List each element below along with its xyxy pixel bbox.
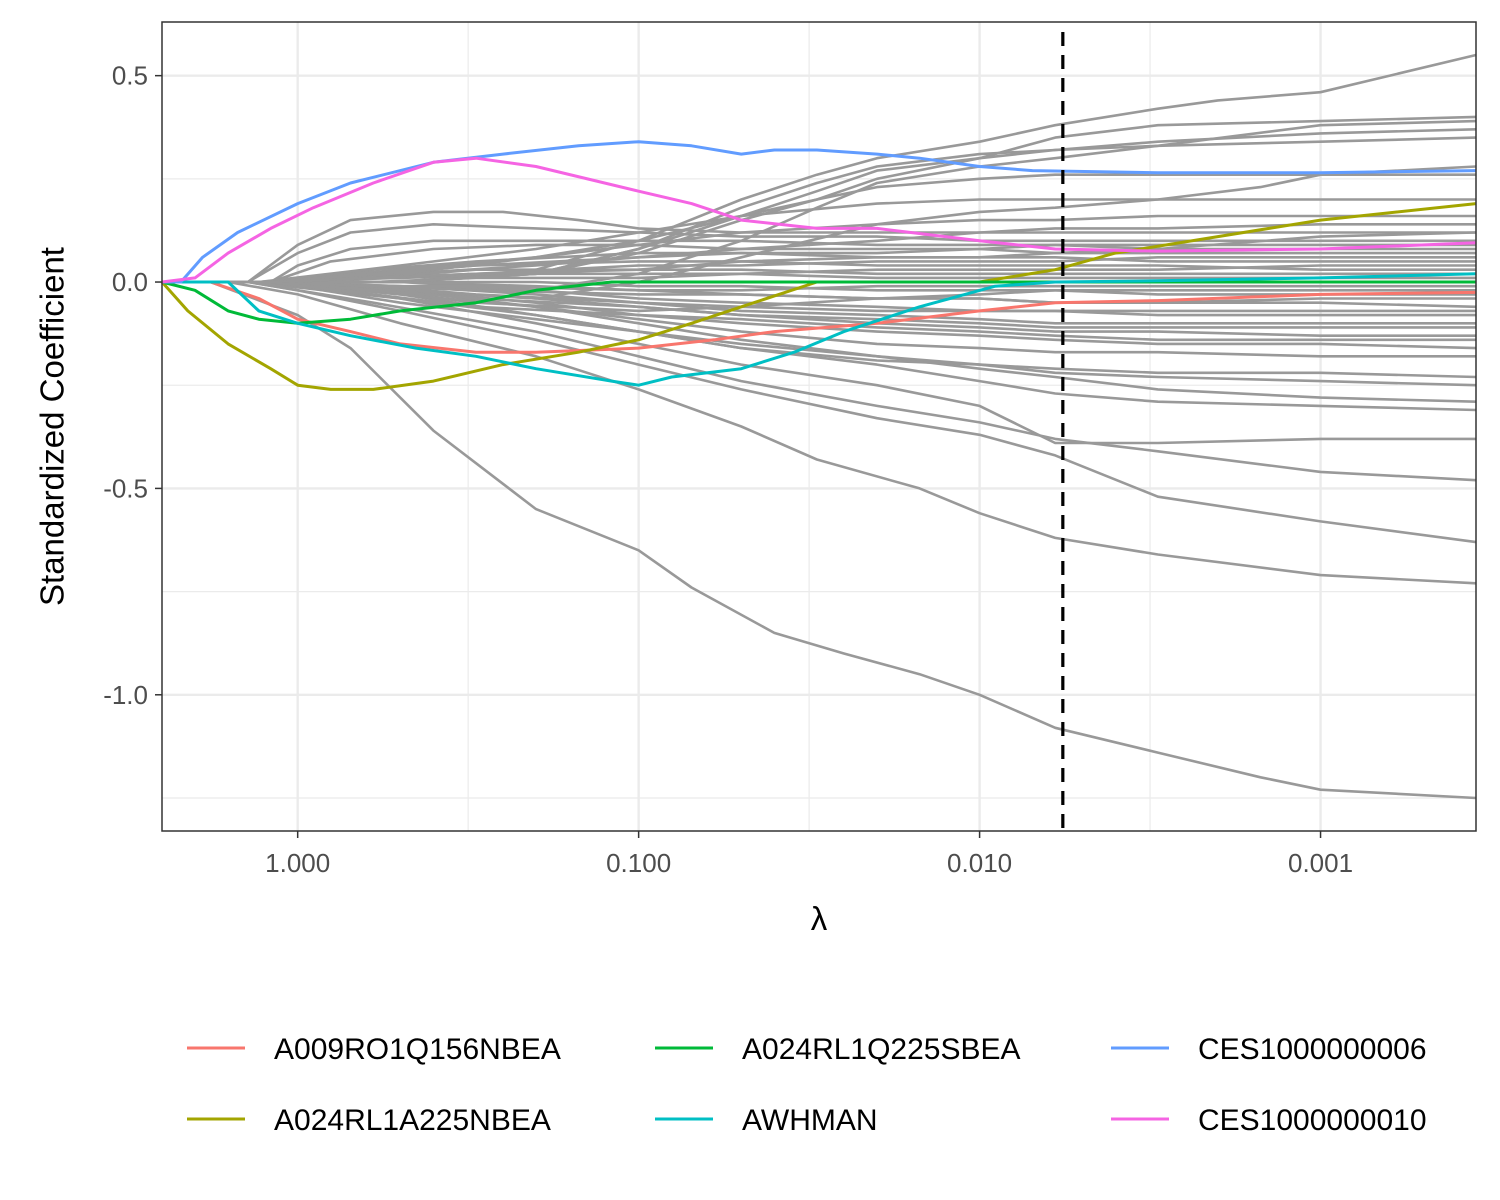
- background-path-line: [162, 243, 1476, 284]
- background-path-line: [162, 280, 1477, 800]
- x-tick-label: 0.010: [947, 848, 1012, 878]
- y-tick-label: -0.5: [103, 473, 148, 503]
- y-tick-label: 0.5: [112, 61, 148, 91]
- y-tick-label: -1.0: [103, 680, 148, 710]
- x-tick-label: 0.001: [1288, 848, 1353, 878]
- series-line-ces1000000006: [162, 140, 1477, 284]
- background-path-line: [162, 280, 1477, 585]
- background-path-line: [162, 223, 1476, 284]
- background-path-line: [162, 231, 1477, 284]
- background-path-line: [162, 165, 1477, 300]
- legend-label: CES1000000010: [1198, 1104, 1427, 1137]
- background-path-line: [162, 280, 1476, 329]
- highlighted-coefficient-paths: [160, 140, 1477, 391]
- background-path-line: [162, 280, 1476, 342]
- background-coefficient-paths: [162, 53, 1477, 800]
- background-path-line: [162, 280, 1477, 482]
- y-axis-title: Standardized Coefficient: [34, 247, 71, 606]
- y-axis-ticks: 0.5 0.0 -0.5 -1.0: [103, 61, 162, 710]
- legend-label: CES1000000006: [1198, 1033, 1427, 1066]
- series-line-a024rl1a225nbea: [160, 202, 1477, 391]
- background-path-line: [162, 280, 1476, 358]
- series-line-ces1000000010: [161, 156, 1477, 284]
- background-path-line: [162, 280, 1477, 387]
- x-tick-label: 1.000: [265, 848, 330, 878]
- background-path-line: [162, 264, 1476, 284]
- panel-border: [161, 21, 1477, 832]
- x-axis-title: λ: [811, 900, 828, 937]
- legend-item: A009RO1Q156NBEA: [187, 1033, 561, 1066]
- x-tick-label: 0.100: [606, 848, 671, 878]
- series-line-a009ro1q156nbea: [162, 280, 1477, 354]
- legend-item: AWHMAN: [655, 1104, 878, 1137]
- legend-item: CES1000000010: [1111, 1104, 1427, 1137]
- legend-label: A024RL1A225NBEA: [274, 1104, 551, 1137]
- series-line-awhman: [162, 272, 1477, 387]
- legend: A009RO1Q156NBEA A024RL1A225NBEA A024RL1Q22…: [187, 1033, 1427, 1137]
- legend-item: A024RL1Q225SBEA: [655, 1033, 1021, 1066]
- legend-item: CES1000000006: [1111, 1033, 1427, 1066]
- series-line-a024rl1q225sbea: [161, 280, 1476, 325]
- legend-item: A024RL1A225NBEA: [187, 1104, 551, 1137]
- legend-label: A024RL1Q225SBEA: [742, 1033, 1021, 1066]
- x-axis-ticks: 1.000 0.100 0.010 0.001: [265, 831, 1353, 878]
- background-path-line: [162, 280, 1476, 292]
- background-path-line: [162, 210, 1476, 284]
- y-tick-label: 0.0: [112, 267, 148, 297]
- legend-label: A009RO1Q156NBEA: [274, 1033, 561, 1066]
- legend-label: AWHMAN: [742, 1104, 878, 1137]
